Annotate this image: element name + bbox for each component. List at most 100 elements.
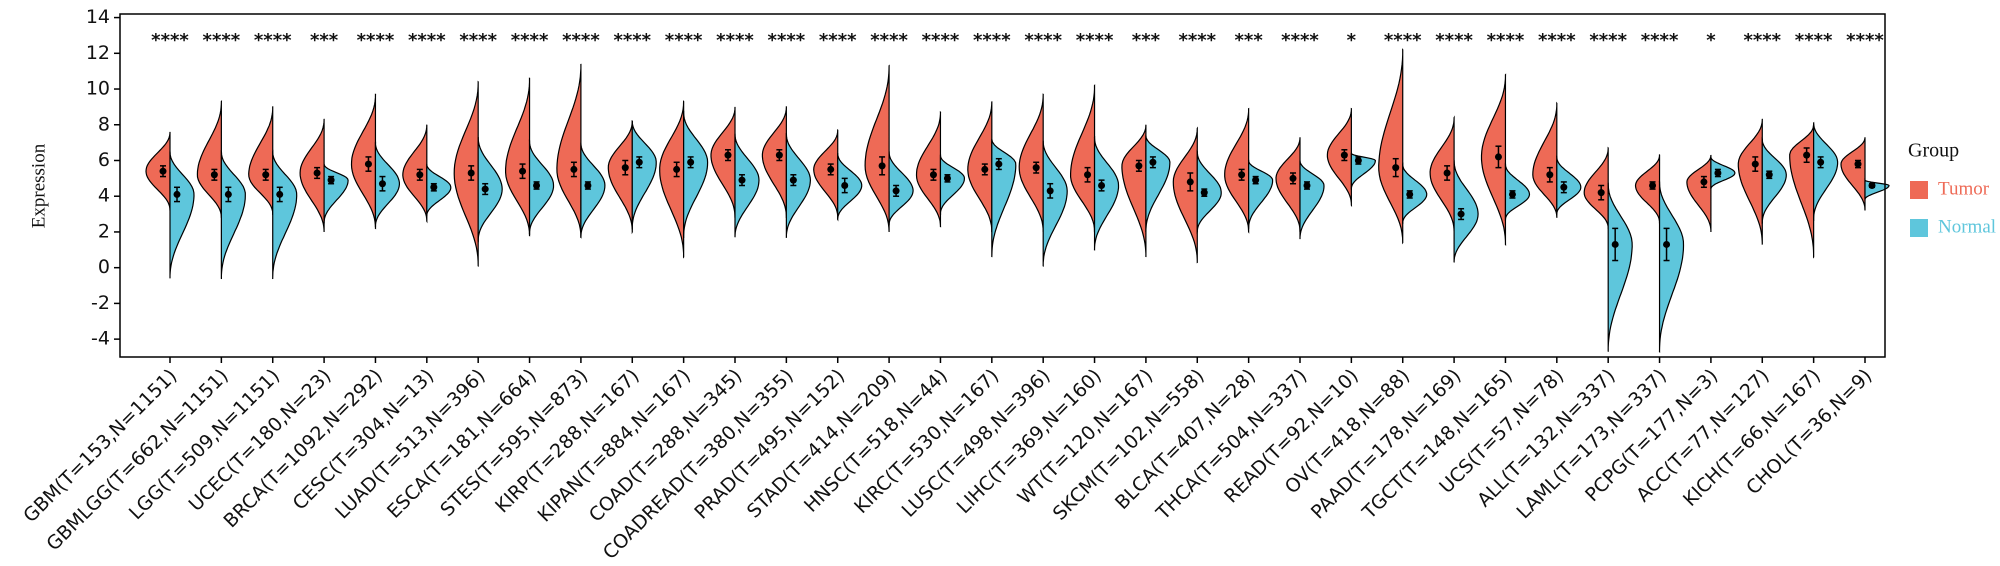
violin-half bbox=[1634, 154, 1661, 224]
violin-half bbox=[1532, 101, 1558, 218]
median-point bbox=[1663, 240, 1671, 248]
significance-label: **** bbox=[1384, 30, 1422, 51]
significance-label: *** bbox=[310, 30, 339, 51]
median-point bbox=[1354, 156, 1362, 164]
median-point bbox=[943, 174, 951, 182]
violin-half bbox=[505, 77, 531, 237]
violin-half bbox=[915, 110, 942, 228]
y-tick-label: 4 bbox=[98, 185, 110, 207]
significance-label: **** bbox=[1538, 30, 1576, 51]
violin-half bbox=[1504, 162, 1531, 221]
violin-half bbox=[864, 64, 890, 233]
median-point bbox=[981, 165, 989, 173]
violin-half bbox=[1378, 48, 1404, 245]
violin-half bbox=[1121, 124, 1147, 258]
violin-half bbox=[888, 151, 914, 226]
violin-half bbox=[453, 80, 479, 267]
violin-half bbox=[1172, 126, 1198, 264]
violin-half bbox=[991, 138, 1017, 258]
median-point bbox=[1457, 210, 1465, 218]
violin-half bbox=[1812, 121, 1839, 221]
violin-half bbox=[967, 101, 993, 233]
significance-label: **** bbox=[203, 30, 241, 51]
violin-half bbox=[607, 120, 633, 235]
median-point bbox=[481, 185, 489, 193]
violin-half bbox=[1093, 136, 1120, 251]
violin-half bbox=[1326, 107, 1353, 207]
significance-label: **** bbox=[1487, 30, 1525, 51]
violin-half bbox=[145, 131, 171, 211]
violin-half bbox=[1453, 159, 1479, 265]
violin-half bbox=[1299, 160, 1325, 240]
median-point bbox=[1751, 160, 1759, 168]
y-tick-label: 6 bbox=[98, 149, 110, 171]
median-point bbox=[635, 158, 643, 166]
median-point bbox=[673, 165, 681, 173]
significance-label: **** bbox=[459, 30, 497, 51]
median-point bbox=[1508, 190, 1516, 198]
violin-half bbox=[785, 132, 812, 239]
violin-half bbox=[220, 149, 246, 280]
significance-label: **** bbox=[151, 30, 189, 51]
legend-swatch bbox=[1910, 219, 1928, 237]
significance-label: **** bbox=[1743, 30, 1781, 51]
median-point bbox=[1032, 164, 1040, 172]
violin-half bbox=[1018, 93, 1044, 233]
median-point bbox=[929, 171, 937, 179]
significance-label: **** bbox=[1076, 30, 1114, 51]
median-point bbox=[210, 171, 218, 179]
significance-label: **** bbox=[613, 30, 651, 51]
median-point bbox=[827, 165, 835, 173]
significance-label: **** bbox=[357, 30, 395, 51]
significance-label: **** bbox=[1589, 30, 1627, 51]
significance-label: **** bbox=[511, 30, 549, 51]
violin-half bbox=[299, 118, 325, 233]
violin-half bbox=[169, 151, 195, 279]
violin-half bbox=[272, 149, 298, 280]
violin-half bbox=[813, 128, 839, 220]
significance-label: **** bbox=[819, 30, 857, 51]
median-point bbox=[1340, 151, 1348, 159]
significance-label: **** bbox=[665, 30, 703, 51]
violin-half bbox=[1761, 136, 1787, 225]
legend-swatch bbox=[1910, 181, 1928, 199]
violin-half bbox=[248, 106, 274, 216]
median-point bbox=[1700, 178, 1708, 186]
median-point bbox=[327, 176, 335, 184]
median-point bbox=[159, 167, 167, 175]
violin-half bbox=[323, 163, 349, 226]
violin-half bbox=[1710, 156, 1736, 190]
violin-half bbox=[1275, 137, 1301, 232]
significance-label: **** bbox=[973, 30, 1011, 51]
y-tick-label: 12 bbox=[86, 42, 110, 64]
violin-half bbox=[1224, 107, 1250, 234]
median-point bbox=[1252, 176, 1260, 184]
median-point bbox=[430, 183, 438, 191]
significance-label: **** bbox=[1435, 30, 1473, 51]
y-tick-label: 14 bbox=[86, 6, 110, 28]
median-point bbox=[1238, 171, 1246, 179]
significance-label: **** bbox=[1795, 30, 1833, 51]
violin-half bbox=[196, 99, 223, 220]
median-point bbox=[775, 151, 783, 159]
median-point bbox=[1135, 162, 1143, 170]
significance-label: **** bbox=[1846, 30, 1884, 51]
significance-label: **** bbox=[716, 30, 754, 51]
median-point bbox=[1868, 182, 1876, 189]
median-point bbox=[1046, 187, 1054, 195]
median-point bbox=[533, 182, 541, 189]
violin-half bbox=[1480, 73, 1507, 246]
median-point bbox=[1289, 174, 1297, 182]
violin-half bbox=[734, 133, 760, 238]
median-point bbox=[416, 171, 424, 179]
median-point bbox=[1560, 183, 1568, 191]
median-point bbox=[1714, 169, 1722, 177]
violin-half bbox=[1350, 152, 1377, 191]
significance-label: *** bbox=[1235, 30, 1264, 51]
violin-half bbox=[710, 106, 736, 218]
violin-half bbox=[631, 120, 657, 230]
significance-label: **** bbox=[922, 30, 960, 51]
median-point bbox=[584, 182, 592, 189]
violin-half bbox=[477, 136, 503, 243]
median-point bbox=[1494, 153, 1502, 161]
